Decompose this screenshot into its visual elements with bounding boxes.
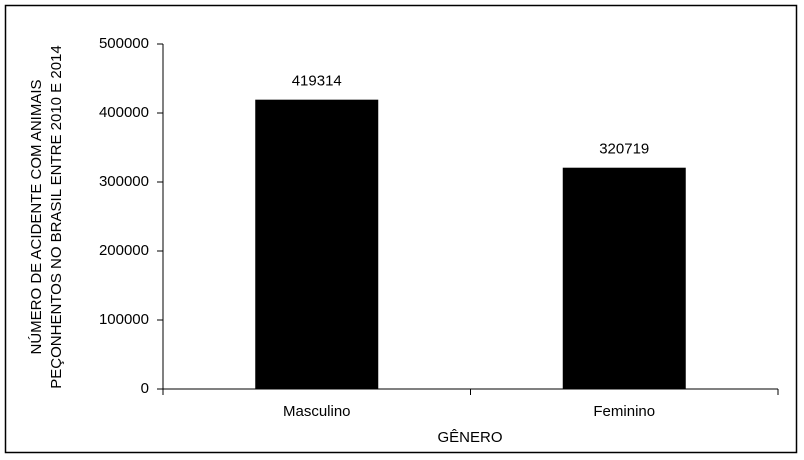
data-label: 320719 [599, 141, 649, 158]
y-tick-label: 300000 [99, 173, 149, 190]
bar [562, 167, 686, 389]
data-label: 419314 [292, 73, 342, 90]
y-tick-label: 100000 [99, 311, 149, 328]
y-tick-label: 400000 [99, 104, 149, 121]
bar [255, 99, 379, 389]
y-tick-label: 200000 [99, 242, 149, 259]
x-tick-label: Masculino [283, 403, 351, 420]
x-axis-label: GÊNERO [437, 429, 502, 446]
y-tick-label: 500000 [99, 35, 149, 52]
y-tick-label: 0 [141, 380, 149, 397]
y-axis-label: NÚMERO DE ACIDENTE COM ANIMAIS [28, 79, 45, 354]
y-axis-label: PEÇONHENTOS NO BRASIL ENTRE 2010 E 2014 [48, 45, 65, 388]
x-tick-label: Feminino [593, 403, 655, 420]
